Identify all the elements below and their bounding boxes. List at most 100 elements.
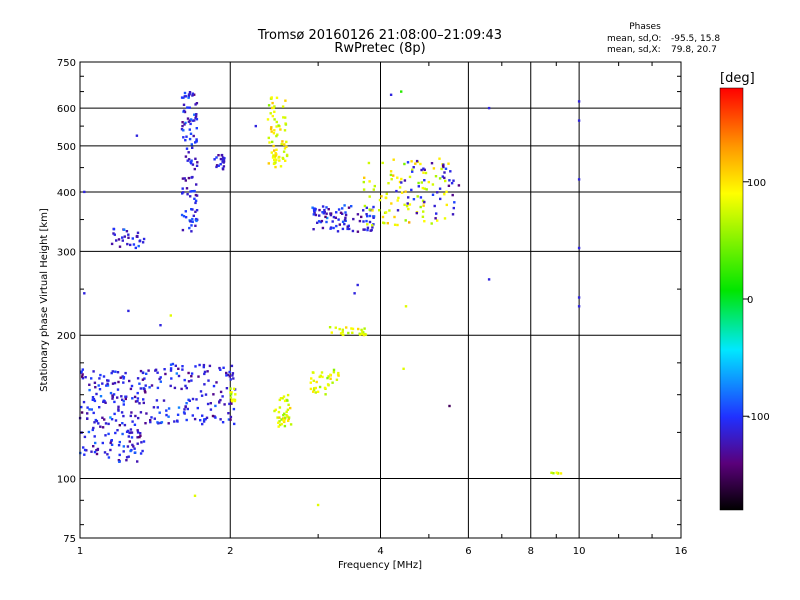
data-point (144, 384, 147, 387)
data-point (129, 431, 132, 434)
data-point (156, 371, 159, 374)
data-point (184, 155, 188, 158)
data-point (404, 305, 408, 308)
data-point (137, 416, 140, 420)
data-point (159, 380, 162, 383)
data-point (194, 224, 197, 227)
data-point (278, 398, 281, 402)
x-axis-label: Frequency [MHz] (338, 560, 422, 571)
data-point (142, 398, 145, 401)
data-point (190, 224, 193, 227)
data-point (139, 411, 143, 414)
data-point (389, 93, 393, 96)
data-point (111, 394, 114, 397)
data-point (231, 374, 234, 377)
data-point (277, 425, 280, 428)
data-point (212, 393, 215, 396)
data-point (373, 184, 376, 188)
data-point (182, 129, 185, 132)
data-point (202, 365, 205, 369)
data-point (285, 145, 288, 148)
data-point (93, 435, 96, 438)
data-point (185, 402, 188, 405)
data-point (218, 366, 221, 370)
data-point (83, 435, 87, 439)
colorbar (719, 87, 744, 511)
data-point (388, 209, 391, 212)
data-point (268, 141, 271, 144)
data-point (345, 326, 348, 329)
data-point (95, 392, 98, 396)
data-point (281, 105, 285, 108)
data-point (275, 134, 278, 138)
data-point (366, 226, 370, 229)
data-point (209, 408, 213, 411)
data-point (221, 395, 224, 398)
data-point (110, 242, 114, 246)
data-point (190, 379, 193, 382)
data-point (286, 408, 290, 411)
data-point (181, 228, 185, 232)
data-point (90, 377, 93, 380)
data-point (190, 143, 193, 146)
data-point (309, 387, 313, 391)
data-point (177, 367, 180, 370)
data-point (195, 138, 198, 141)
data-point (273, 159, 276, 162)
data-point (217, 154, 220, 157)
data-point (211, 414, 215, 418)
data-point (393, 223, 397, 226)
data-point (422, 171, 425, 174)
data-point (193, 197, 196, 200)
data-point (169, 314, 172, 317)
data-point (360, 215, 363, 219)
data-point (129, 414, 132, 418)
data-point (368, 180, 371, 183)
data-point (417, 185, 420, 188)
data-point (193, 93, 196, 96)
data-point (127, 236, 130, 239)
data-point (326, 376, 329, 380)
data-point (225, 371, 228, 375)
data-point (129, 449, 132, 453)
data-point (412, 166, 415, 169)
y-tick-label: 75 (63, 534, 76, 545)
data-point (390, 202, 393, 205)
x-tick-label: 2 (227, 546, 233, 557)
data-point (228, 402, 231, 406)
data-point (132, 445, 135, 448)
data-point (274, 165, 277, 169)
data-point (133, 395, 137, 399)
data-point (203, 418, 206, 421)
data-point (113, 233, 116, 236)
colorbar-tick-label: 0 (747, 295, 753, 306)
data-point (222, 165, 226, 168)
data-point (420, 181, 423, 184)
data-point (338, 327, 341, 331)
data-point (453, 201, 456, 204)
data-point (371, 226, 374, 229)
data-point (193, 189, 196, 193)
data-point (439, 197, 442, 201)
data-point (363, 204, 367, 208)
data-point (190, 230, 193, 233)
data-point (321, 226, 325, 230)
data-point (384, 196, 388, 200)
data-point (315, 380, 318, 384)
data-point (408, 203, 412, 206)
data-point (417, 181, 420, 185)
data-point (148, 386, 151, 389)
data-point (149, 420, 152, 424)
data-point (134, 246, 137, 250)
data-point (361, 330, 364, 333)
colorbar-label: [deg] (720, 71, 755, 86)
data-point (212, 384, 216, 388)
data-point (408, 175, 412, 179)
data-point (145, 372, 148, 375)
data-point (201, 422, 204, 426)
data-point (267, 104, 271, 107)
data-point (93, 450, 97, 454)
data-point (195, 113, 198, 116)
data-point (182, 215, 186, 218)
data-point (285, 410, 288, 413)
